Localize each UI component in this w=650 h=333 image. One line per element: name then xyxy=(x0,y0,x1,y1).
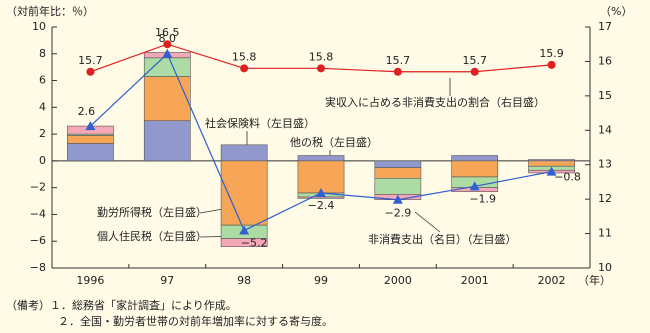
data-label: −0.8 xyxy=(554,171,581,184)
x-tick-label: 97 xyxy=(160,274,174,287)
point xyxy=(316,188,326,198)
bar-segment xyxy=(374,160,422,168)
point xyxy=(392,194,403,204)
point xyxy=(240,64,249,73)
y2-tick-label: 14 xyxy=(598,123,612,136)
bar-segment xyxy=(297,155,345,162)
y2-tick-label: 15 xyxy=(598,89,612,102)
x-tick-label: 2000 xyxy=(384,274,412,287)
series-label: 非消費支出（名目）（左目盛） xyxy=(368,232,517,246)
bar-segment xyxy=(528,160,575,167)
series-label: 他の税（左目盛） xyxy=(290,135,378,149)
data-label: 15.8 xyxy=(309,50,334,63)
y2-tick-label: 11 xyxy=(598,227,612,240)
bar-segment xyxy=(451,160,499,178)
y2-tick-label: 10 xyxy=(598,261,612,274)
bar-segment xyxy=(67,143,114,162)
y-tick-label: −8 xyxy=(30,261,46,274)
y2-tick-label: 17 xyxy=(598,20,612,33)
bar-segment xyxy=(374,177,422,195)
series-label: 勤労所得税（左目盛） xyxy=(97,205,207,219)
y-axis-unit: （対前年比：％） xyxy=(6,4,94,18)
x-axis-unit: （年） xyxy=(578,273,611,287)
leader-line xyxy=(414,211,441,233)
point xyxy=(162,48,173,58)
y-tick-label: 2 xyxy=(39,127,46,140)
x-tick-label: 1996 xyxy=(76,274,104,287)
point xyxy=(470,67,479,76)
bar-segment xyxy=(220,238,268,247)
y-tick-label: 10 xyxy=(32,20,46,33)
y-tick-label: 8 xyxy=(39,47,46,60)
bar-segment xyxy=(220,160,268,226)
y-tick-label: −4 xyxy=(30,207,46,220)
data-label: 15.8 xyxy=(232,50,257,63)
y-tick-label: −6 xyxy=(30,234,46,247)
data-label: 15.7 xyxy=(78,54,103,67)
point xyxy=(85,121,96,131)
y2-tick-label: 13 xyxy=(598,158,612,171)
y-tick-label: 0 xyxy=(39,154,46,167)
x-tick-label: 2001 xyxy=(461,274,489,287)
bar-segment xyxy=(143,76,191,122)
data-label: 15.9 xyxy=(539,47,564,60)
point xyxy=(547,60,556,69)
y-tick-label: 4 xyxy=(39,100,46,113)
bar-segment xyxy=(374,167,422,179)
data-label: −2.4 xyxy=(308,199,335,212)
y-tick-label: −2 xyxy=(30,181,46,194)
x-tick-label: 98 xyxy=(237,274,251,287)
note: （備考）１．総務省「家計調査」により作成。 xyxy=(6,298,237,312)
point xyxy=(317,64,325,73)
data-label: −2.9 xyxy=(384,207,411,220)
y2-axis-unit: （%） xyxy=(600,5,632,18)
bar-segment xyxy=(297,196,345,199)
data-label: −1.9 xyxy=(469,192,496,205)
point xyxy=(239,225,250,235)
bar-segment xyxy=(220,144,268,162)
x-tick-label: 2002 xyxy=(538,274,566,287)
y-tick-label: 6 xyxy=(39,74,46,87)
y2-tick-label: 12 xyxy=(598,192,612,205)
data-label: 2.6 xyxy=(78,105,96,118)
data-label: 16.5 xyxy=(155,26,180,39)
data-label: 8.0 xyxy=(159,32,177,45)
series-label: 社会保険料（左目盛） xyxy=(205,116,315,130)
bar-segment xyxy=(67,135,114,144)
note: ２．全国・勤労者世帯の対前年増加率に対する寄与度。 xyxy=(58,314,333,328)
x-tick-label: 99 xyxy=(314,274,328,287)
data-label: 15.7 xyxy=(462,54,487,67)
series-label: 個人住民税（左目盛） xyxy=(97,229,207,243)
series-label: 実収入に占める非消費支出の割合（右目盛） xyxy=(325,95,545,109)
y2-tick-label: 16 xyxy=(598,54,612,67)
point xyxy=(163,40,172,49)
point xyxy=(546,166,557,176)
bar-segment xyxy=(143,120,191,162)
point xyxy=(86,67,95,76)
data-label: −5.2 xyxy=(241,237,268,250)
data-label: 15.7 xyxy=(386,54,411,67)
point xyxy=(469,181,480,191)
bar-segment xyxy=(143,57,191,77)
bar-segment xyxy=(451,155,499,162)
point xyxy=(393,67,402,76)
